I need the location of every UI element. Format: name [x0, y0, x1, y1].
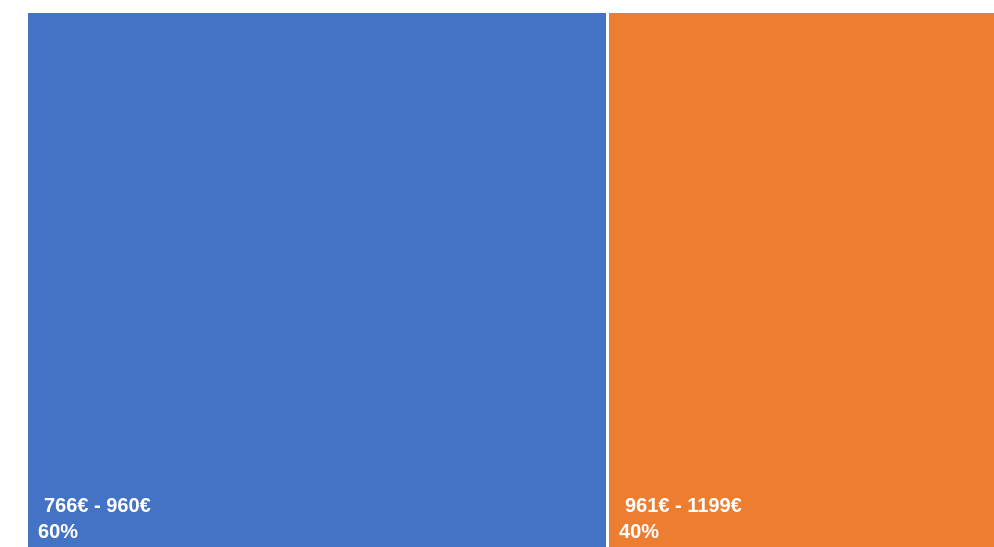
category-label: 766€ - 960€ [44, 495, 151, 517]
percent-label: 60% [38, 521, 79, 543]
plot-area: 766€ - 960€ 60% 961€ - 1199€ 40% [28, 13, 994, 547]
tile-label: 961€ - 1199€ 40% [619, 493, 742, 545]
treemap-tile: 961€ - 1199€ 40% [609, 13, 994, 547]
treemap-tile: 766€ - 960€ 60% [28, 13, 606, 547]
category-label: 961€ - 1199€ [625, 495, 742, 517]
tile-label: 766€ - 960€ 60% [38, 493, 151, 545]
percent-label: 40% [619, 521, 660, 543]
